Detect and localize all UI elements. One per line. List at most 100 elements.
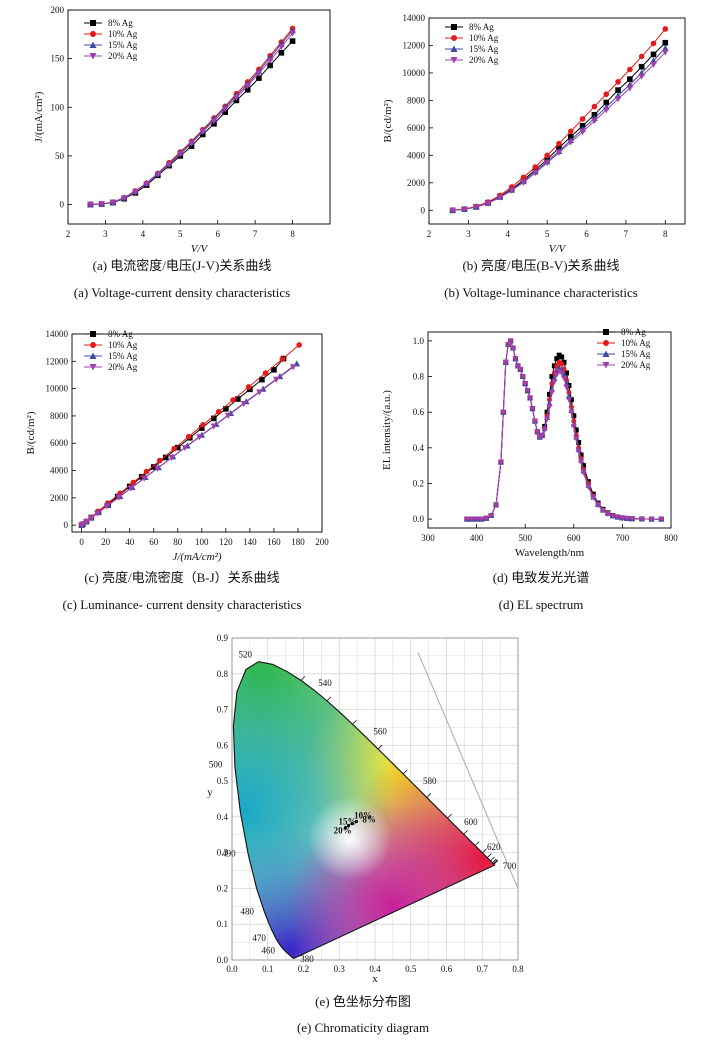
data-point [556,144,562,151]
y-tick-label: 2000 [50,493,69,503]
locus-tick [352,719,357,725]
data-point [532,164,539,170]
series-line [452,42,666,211]
data-point [571,413,577,419]
legend-label: 20% Ag [469,55,499,65]
data-point [520,179,527,186]
data-point [554,356,560,362]
data-point [590,495,597,501]
chromaticity-diagram: 0.0 0.1 0.2 0.3 0.4 0.5 0.6 0.7 0.8 0.0 0.1 0.2 0.3 0… [207,633,524,985]
legend-marker [450,57,458,64]
x-tick-label: 180 [291,537,305,547]
x-tick-label: 140 [243,537,257,547]
y-tick-label: 10000 [46,384,69,394]
data-point [176,151,184,158]
y-tick-label: 12000 [46,356,69,366]
x-tick-label: 0.2 [298,964,309,974]
data-point [484,200,492,207]
data-point [603,91,610,98]
data-point [463,516,470,523]
y-tick-label: 6000 [50,438,69,448]
data-point [579,116,586,122]
data-point [132,189,139,196]
caption-e-cn: (e) 色坐标分布图 [315,994,411,1009]
data-point [619,515,626,522]
data-point [650,51,657,58]
locus-tick [447,813,452,819]
data-point [165,161,173,168]
data-point [573,427,579,433]
data-point [120,195,128,202]
locus-tick [493,859,498,865]
data-point [638,73,645,80]
data-point [233,94,240,101]
data-point [223,406,229,412]
data-point [468,516,475,523]
data-point [240,400,248,408]
wavelength-label: 600 [464,817,478,827]
cie-point-label: 20% [334,826,352,836]
data-point [579,123,586,129]
plot-frame [231,637,519,961]
data-point [624,516,631,522]
y-tick-label: 0.6 [217,740,229,750]
x-tick-label: 20 [101,537,111,547]
legend-marker [602,350,610,357]
data-point [502,359,509,366]
legend-marker [90,20,96,26]
wavelength-label: 480 [241,906,255,916]
x-tick-label: 0.8 [512,964,524,974]
x-tick-label: 7 [624,229,629,239]
spectral-locus [232,661,496,959]
x-tick-label: 400 [470,533,484,543]
data-point [544,152,550,159]
data-point [109,199,117,206]
data-point [196,434,203,441]
data-point [289,30,296,37]
wavelength-label: 520 [238,650,252,660]
data-point [585,484,592,491]
legend-marker [90,342,96,348]
data-point [278,50,285,56]
data-point [230,397,236,403]
data-point [568,397,574,403]
cie-point-label: 8% [362,815,376,825]
y-axis-label: B/(cd/m²) [382,99,394,142]
locus-tick [377,744,383,750]
data-point [615,87,621,93]
legend-marker [89,53,97,60]
data-point [510,345,517,352]
data-point [565,397,572,403]
locus-tick [326,696,332,702]
legend-marker [90,31,96,37]
data-point [579,129,586,136]
legend-label: 10% Ag [621,338,651,348]
data-point [174,444,181,451]
data-point [662,49,669,56]
x-tick-label: 3 [103,229,108,239]
wavelength-label: 620 [487,842,501,852]
cie-point [346,823,351,828]
data-point [650,57,657,64]
legend-label: 15% Ag [108,40,138,50]
data-point [551,379,558,385]
data-point [553,372,560,378]
data-point [181,445,189,452]
series-line [452,47,666,211]
data-point [79,521,87,528]
y-tick-label: 0.6 [413,407,425,417]
x-tick-label: 7 [253,229,258,239]
data-point [570,423,577,430]
data-point [567,133,574,140]
data-point [662,44,669,52]
legend-label: 15% Ag [621,349,651,359]
x-tick-label: 8 [663,229,668,239]
cie-point [344,826,348,830]
data-point [650,40,657,47]
data-point [267,62,273,69]
chart-panel-b: 2 3 4 5 6 7 8 0 2000 4000 6000 8000 10000 12000 14000 V… [363,0,726,310]
data-point [130,479,137,486]
data-point [235,396,241,402]
bj-chart: 0 20 40 60 80 100 120 140 160 180 2000200040006000… [25,329,329,563]
cie-point-label: 15% [339,816,357,826]
